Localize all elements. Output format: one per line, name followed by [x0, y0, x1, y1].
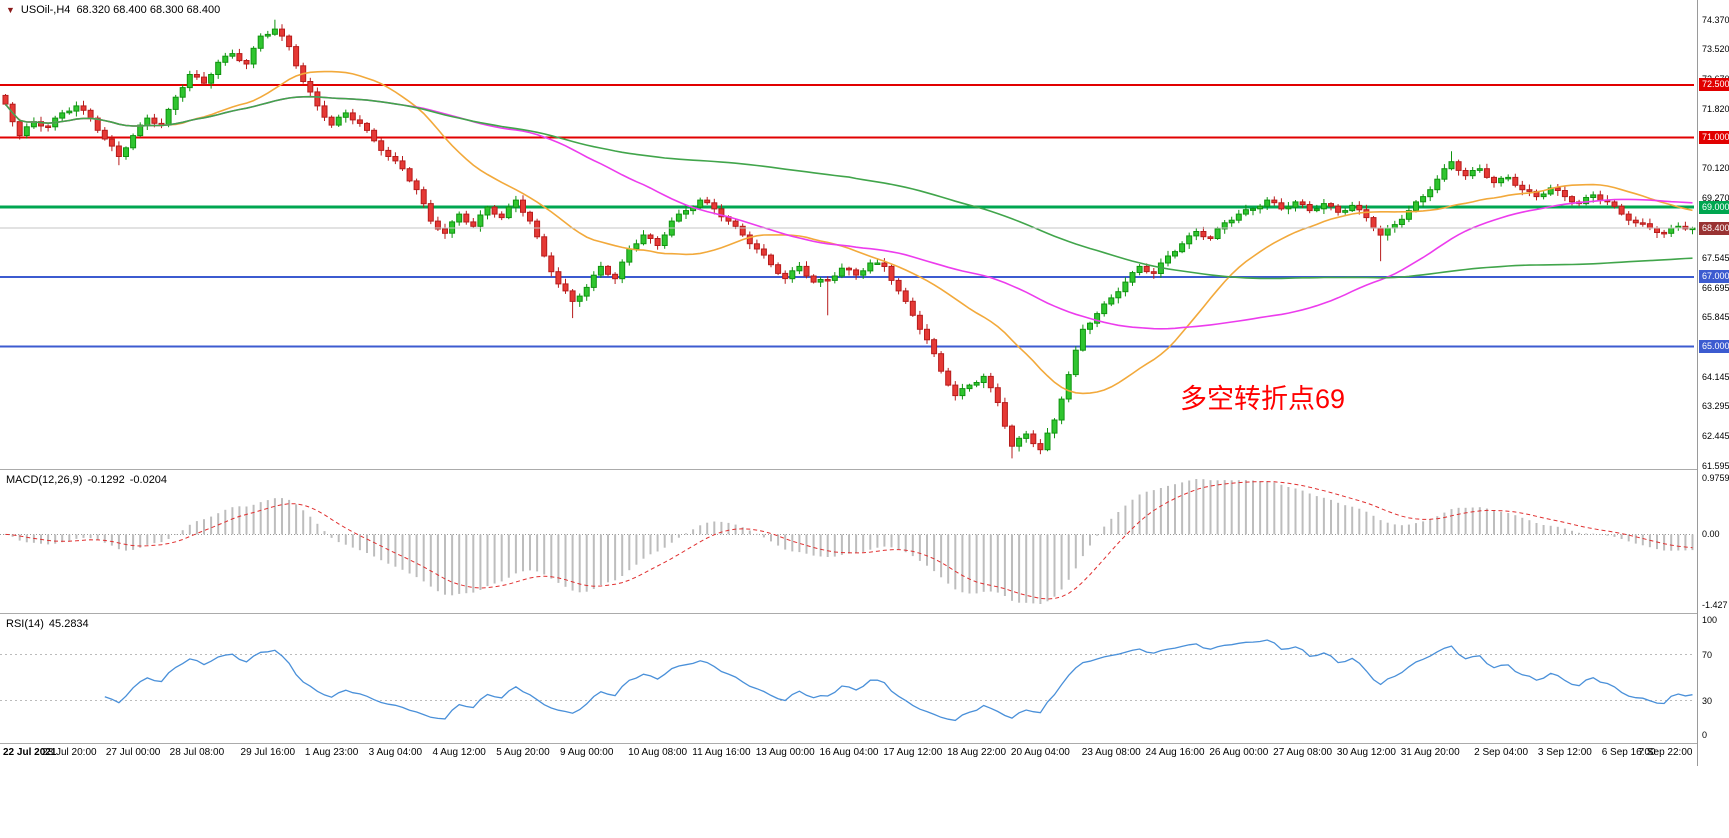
candles-layer[interactable] [2, 19, 1696, 459]
time-tick-label: 24 Aug 16:00 [1145, 747, 1205, 758]
price-level-badge: 71.000 [1699, 130, 1729, 144]
time-tick-label: 13 Aug 00:00 [755, 747, 815, 758]
chart-annotation-text[interactable]: 多空转折点69 [1180, 384, 1346, 414]
rsi-axis-label: 100 [1702, 615, 1718, 625]
time-tick-label: 23 Aug 08:00 [1081, 747, 1141, 758]
price-tick-label: 74.370 [1702, 14, 1729, 25]
pane-separator-rsi[interactable] [0, 613, 1729, 614]
price-tick-label: 64.145 [1702, 371, 1729, 382]
rsi-pane[interactable] [0, 654, 1694, 701]
time-tick-label: 11 Aug 16:00 [692, 747, 751, 758]
time-tick-label: 23 Jul 20:00 [42, 747, 97, 758]
time-tick-label: 7 Sep 22:00 [1638, 747, 1693, 758]
price-level-badge: 72.500 [1699, 78, 1729, 92]
current-price-badge: 68.400 [1699, 221, 1729, 235]
ma-line-24 [4, 70, 1693, 395]
price-tick-label: 61.595 [1702, 460, 1729, 471]
time-tick-label: 18 Aug 22:00 [947, 747, 1007, 758]
time-axis[interactable]: 22 Jul 2021 23 Jul 20:00 27 Jul 00:00 28 Ju… [0, 744, 1697, 766]
time-tick-label: 27 Jul 00:00 [105, 747, 161, 758]
price-tick-label: 73.520 [1702, 44, 1729, 55]
pane-separator-timeaxis [0, 743, 1729, 744]
ma-line-56 [4, 95, 1693, 330]
chart-canvas[interactable] [0, 0, 1729, 766]
price-level-badge: 67.000 [1699, 270, 1729, 284]
price-tick-label: 67.545 [1702, 252, 1729, 263]
time-tick-label: 30 Aug 12:00 [1336, 747, 1396, 758]
macd-name: MACD(12,26,9) [6, 474, 83, 486]
rsi-indicator-label: RSI(14) 45.2834 [6, 618, 94, 630]
time-tick-label: 5 Aug 20:00 [496, 747, 550, 758]
time-tick-label: 22 Jul 2021 [3, 747, 57, 758]
rsi-value: 45.2834 [48, 618, 89, 630]
macd-main-value: -0.1292 [87, 474, 125, 486]
price-tick-label: 70.120 [1702, 163, 1729, 174]
time-tick-label: 2 Sep 04:00 [1474, 747, 1529, 758]
macd-signal-value: -0.0204 [129, 474, 168, 486]
time-tick-label: 27 Aug 08:00 [1273, 747, 1333, 758]
rsi-axis-label: 70 [1702, 649, 1713, 660]
rsi-axis-label: 30 [1702, 695, 1713, 706]
price-tick-label: 69.270 [1702, 192, 1729, 203]
price-level-badge: 69.000 [1699, 200, 1729, 214]
price-tick-label: 62.445 [1702, 430, 1729, 441]
ma-line-120 [4, 95, 1693, 280]
time-tick-label: 9 Aug 00:00 [560, 747, 614, 758]
time-tick-label: 26 Aug 00:00 [1209, 747, 1269, 758]
price-tick-label: 65.845 [1702, 312, 1729, 323]
macd-signal-line [5, 481, 1693, 600]
price-tick-label: 71.820 [1702, 103, 1729, 114]
macd-axis-label: 0.00 [1702, 529, 1720, 540]
price-axis[interactable]: 74.37073.52072.67071.82070.12069.27067.5… [1697, 0, 1729, 766]
macd-histogram [4, 479, 1694, 604]
time-tick-label: 31 Aug 20:00 [1400, 747, 1460, 758]
time-tick-label: 28 Jul 08:00 [169, 747, 225, 758]
macd-axis-label: 0.9759 [1702, 473, 1729, 483]
chart-header: ▼ USOil-,H4 68.320 68.400 68.300 68.400 [6, 4, 220, 16]
pane-separator-macd[interactable] [0, 469, 1729, 470]
price-level-badge: 65.000 [1699, 340, 1729, 354]
horizontal-level-lines[interactable] [0, 84, 1694, 348]
chart-symbol-timeframe: USOil-,H4 [20, 4, 71, 16]
price-tick-label: 63.295 [1702, 401, 1729, 412]
time-tick-label: 10 Aug 08:00 [628, 747, 688, 758]
time-tick-label: 17 Aug 12:00 [883, 747, 943, 758]
time-tick-label: 3 Sep 12:00 [1537, 747, 1592, 758]
time-tick-label: 3 Aug 04:00 [368, 747, 423, 758]
rsi-axis-label: 0 [1702, 730, 1708, 740]
rsi-line [104, 639, 1693, 722]
time-tick-label: 20 Aug 04:00 [1010, 747, 1070, 758]
symbol-dropdown-icon[interactable]: ▼ [6, 5, 15, 15]
time-tick-label: 4 Aug 12:00 [432, 747, 486, 758]
time-tick-label: 16 Aug 04:00 [819, 747, 879, 758]
chart-ohlc-values: 68.320 68.400 68.300 68.400 [76, 4, 221, 16]
macd-indicator-label: MACD(12,26,9) -0.1292 -0.0204 [6, 474, 172, 486]
time-tick-label: 29 Jul 16:00 [240, 747, 296, 758]
time-tick-label: 6 Sep 16:00 [1601, 747, 1656, 758]
rsi-name: RSI(14) [6, 618, 44, 630]
time-tick-label: 1 Aug 23:00 [304, 747, 359, 758]
price-tick-label: 66.695 [1702, 282, 1729, 293]
macd-axis-label: -1.427 [1702, 600, 1728, 610]
